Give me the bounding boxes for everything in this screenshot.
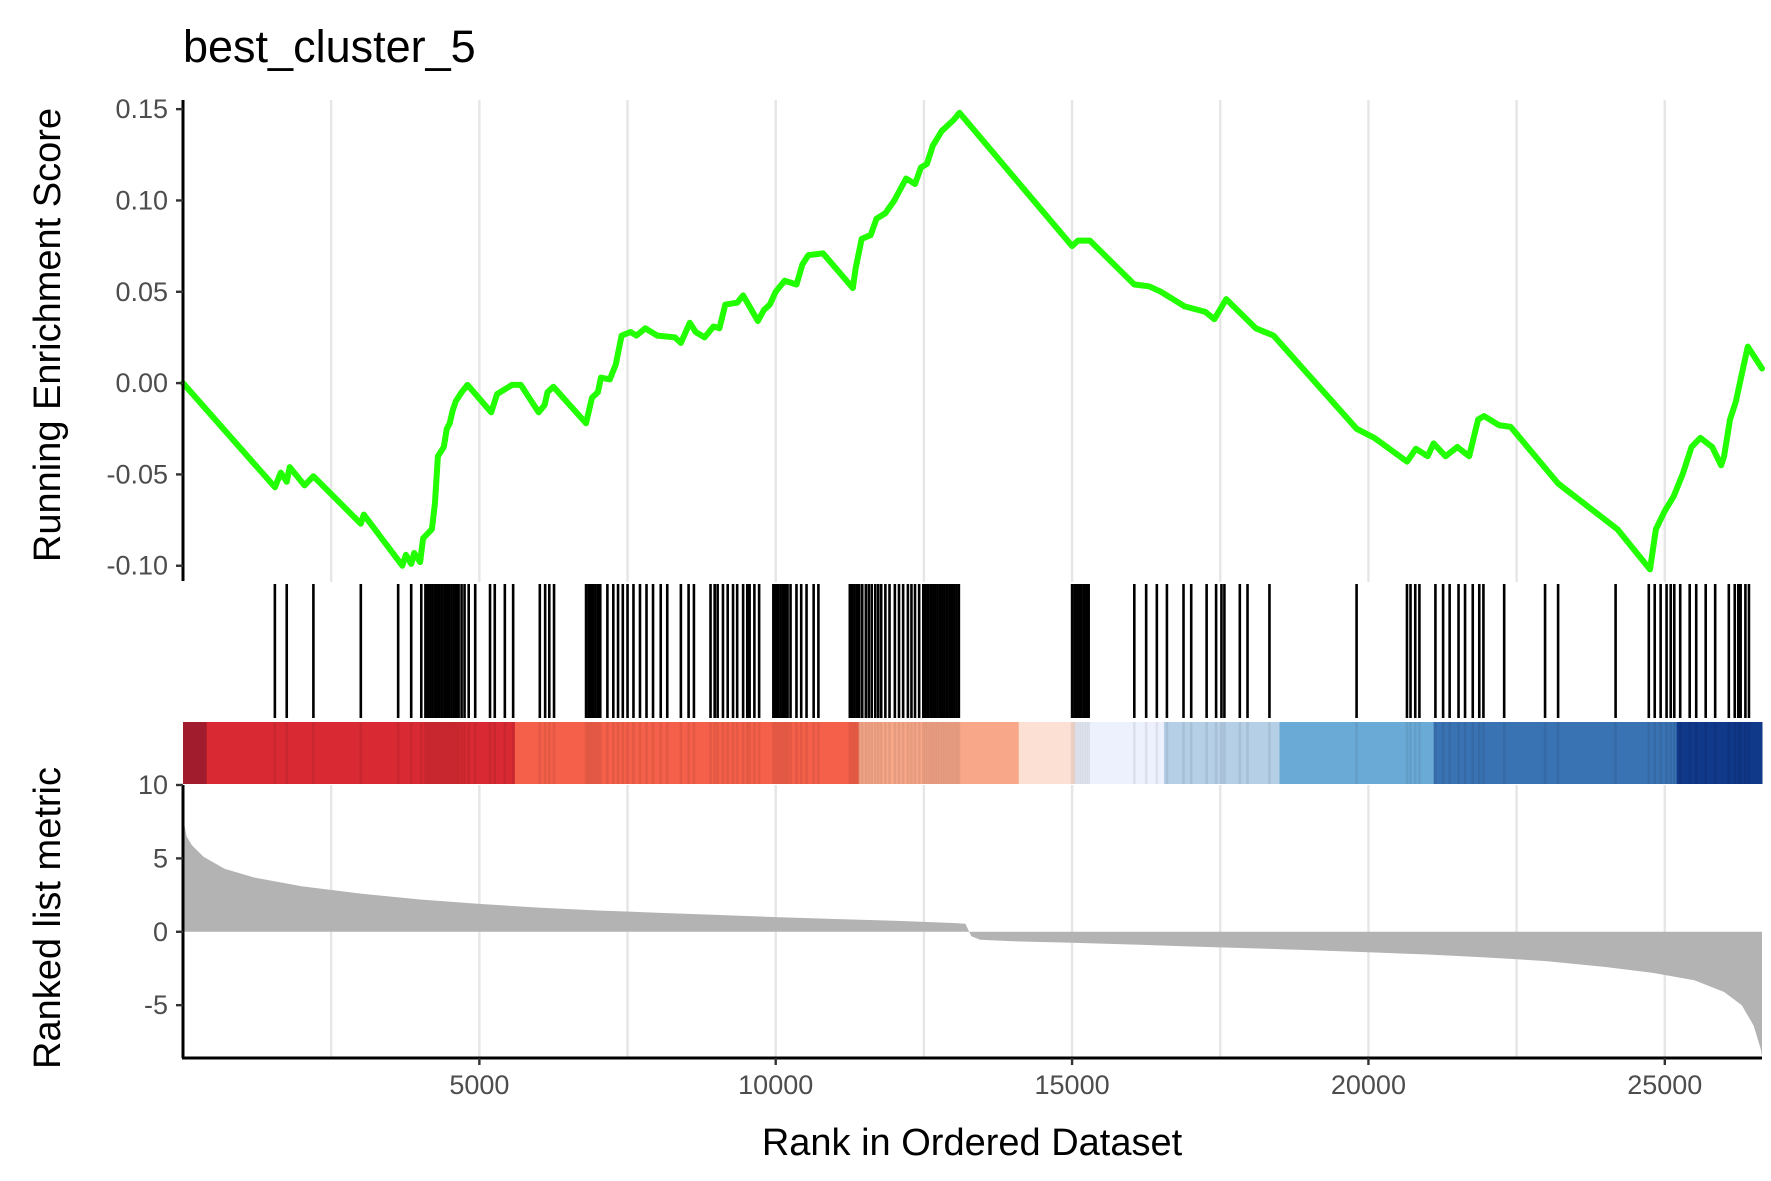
grid-lines (329, 100, 1666, 1058)
es-y-tick-label: 0.10 (115, 185, 168, 215)
color-bar-segment (1433, 722, 1678, 784)
x-tick-label: 15000 (1035, 1070, 1110, 1100)
running-enrichment-line (180, 109, 1765, 573)
enrichment-score-line (180, 109, 1765, 573)
es-y-tick-label: -0.10 (106, 551, 168, 581)
color-bar-segment (183, 722, 208, 784)
x-axis-title: Rank in Ordered Dataset (762, 1122, 1183, 1164)
ranked-metric-area (183, 817, 1762, 1057)
metric-y-tick-label: 0 (153, 917, 168, 947)
metric-y-ticks: 10 5 0 -5 (138, 770, 183, 1020)
es-y-tick-label: -0.05 (106, 459, 168, 489)
x-tick-label: 20000 (1331, 1070, 1406, 1100)
es-y-axis-title: Running Enrichment Score (27, 108, 69, 562)
color-bar-segment (1075, 722, 1165, 784)
metric-y-axis-title: Ranked list metric (27, 767, 69, 1069)
color-bar-segment (1018, 722, 1076, 784)
color-bar-segment (1676, 722, 1763, 784)
es-y-ticks: 0.15 0.10 0.05 0.00 -0.05 -0.10 (106, 94, 183, 581)
ranking-color-bar (183, 722, 1763, 784)
x-tick-label: 10000 (738, 1070, 813, 1100)
x-tick-label: 5000 (449, 1070, 509, 1100)
axes (181, 100, 1762, 1060)
es-y-tick-label: 0.05 (115, 277, 168, 307)
title-clip-mask (0, 540, 28, 590)
es-y-tick-label: 0.15 (115, 94, 168, 124)
plot-title: best_cluster_5 (183, 21, 476, 72)
es-y-tick-label: 0.00 (115, 368, 168, 398)
color-bar-segment (1163, 722, 1281, 784)
color-bar-segment (514, 722, 860, 784)
color-bar-segment (858, 722, 1020, 784)
x-ticks: 5000 10000 15000 20000 25000 (449, 1058, 1702, 1100)
metric-y-tick-label: -5 (144, 990, 168, 1020)
ranked-metric-fill (183, 817, 1762, 1057)
x-tick-label: 25000 (1627, 1070, 1702, 1100)
color-bar-segment (206, 722, 516, 784)
metric-y-tick-label: 5 (153, 843, 168, 873)
color-bar-segment (1279, 722, 1435, 784)
gene-set-hit-marks (273, 584, 1751, 784)
metric-y-tick-label: 10 (138, 770, 168, 800)
